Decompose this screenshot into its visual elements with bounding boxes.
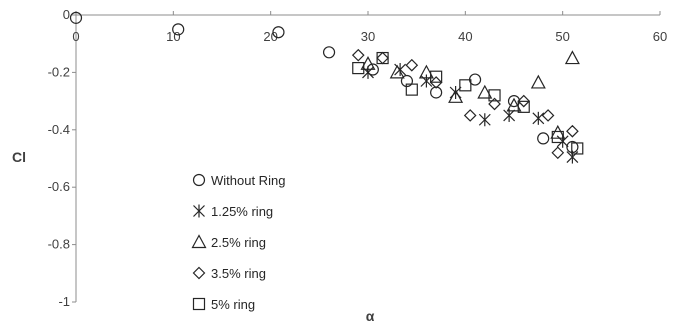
data-point: [564, 50, 580, 65]
x-tick-label: 30: [361, 29, 375, 44]
data-point: [351, 48, 365, 62]
data-point: [418, 64, 434, 79]
series-3: [360, 50, 580, 139]
data-point: [405, 83, 418, 96]
x-tick-label: 20: [263, 29, 277, 44]
legend-item: 3.5% ring: [192, 266, 266, 281]
data-point: [430, 70, 443, 83]
y-ticks: 0 -0.2 -0.4 -0.6 -0.8 -1: [48, 7, 76, 309]
x-axis-title: α: [366, 308, 375, 324]
legend-item: 2.5% ring: [191, 234, 266, 250]
data-point: [532, 111, 545, 125]
legend-marker: [193, 204, 205, 218]
legend-marker: [191, 234, 207, 249]
data-marks: [69, 11, 584, 164]
legend-item: Without Ring: [192, 173, 285, 188]
data-point: [172, 23, 185, 36]
data-point: [566, 124, 579, 138]
data-point: [530, 74, 546, 89]
data-point: [448, 89, 464, 103]
data-point: [389, 64, 405, 79]
data-point: [272, 26, 285, 39]
legend-label: 2.5% ring: [211, 235, 266, 250]
data-point: [376, 51, 389, 65]
data-point: [459, 79, 472, 92]
data-point: [69, 11, 83, 24]
legend-label: 3.5% ring: [211, 266, 266, 281]
series-1: [69, 11, 579, 154]
data-point: [430, 86, 443, 99]
legend-marker: [192, 173, 206, 187]
x-tick-label: 10: [166, 29, 180, 44]
data-point: [541, 109, 555, 122]
data-point: [566, 150, 579, 164]
data-point: [477, 84, 493, 99]
y-tick-label: -1: [58, 294, 70, 309]
x-ticks: 0 10 20 30 40 50 60: [72, 11, 667, 44]
data-point: [550, 124, 566, 139]
y-tick-label: -0.2: [48, 64, 70, 79]
y-tick-label: -0.4: [48, 122, 70, 137]
data-point: [463, 109, 477, 122]
legend-label: Without Ring: [211, 173, 285, 188]
data-point: [537, 132, 550, 145]
legend-item: 5% ring: [192, 297, 255, 312]
data-point: [478, 113, 491, 127]
data-point: [488, 97, 501, 111]
data-point: [551, 146, 565, 160]
y-tick-label: -0.8: [48, 237, 70, 252]
data-point: [517, 94, 531, 108]
series-5: [352, 51, 584, 155]
data-point: [360, 56, 376, 70]
x-tick-label: 60: [653, 29, 667, 44]
data-point: [429, 76, 443, 89]
legend: Without Ring 1.25% ring 2.5% ring 3.5% ring…: [191, 173, 285, 312]
x-tick-label: 0: [72, 29, 79, 44]
x-tick-label: 40: [458, 29, 472, 44]
data-point: [517, 100, 530, 113]
legend-label: 1.25% ring: [211, 204, 273, 219]
y-tick-label: 0: [63, 7, 70, 22]
data-point: [506, 97, 522, 112]
y-tick-label: -0.6: [48, 179, 70, 194]
data-point: [405, 58, 419, 72]
legend-item: 1.25% ring: [193, 204, 273, 219]
series-4: [351, 48, 579, 160]
legend-marker: [192, 266, 206, 280]
y-axis-title: Cl: [12, 149, 26, 165]
data-point: [376, 51, 389, 65]
x-tick-label: 50: [555, 29, 569, 44]
data-point: [394, 63, 407, 77]
legend-marker: [192, 297, 206, 311]
data-point: [556, 134, 569, 148]
legend-label: 5% ring: [211, 297, 255, 312]
data-point: [488, 89, 501, 102]
axes: 0 10 20 30 40 50 60 0 -0.2 -0.4 -0.6 -0.8 -1: [48, 7, 668, 309]
data-point: [352, 61, 365, 75]
data-point: [322, 46, 336, 59]
data-point: [551, 130, 564, 144]
data-point: [571, 142, 584, 155]
data-point: [400, 74, 414, 88]
